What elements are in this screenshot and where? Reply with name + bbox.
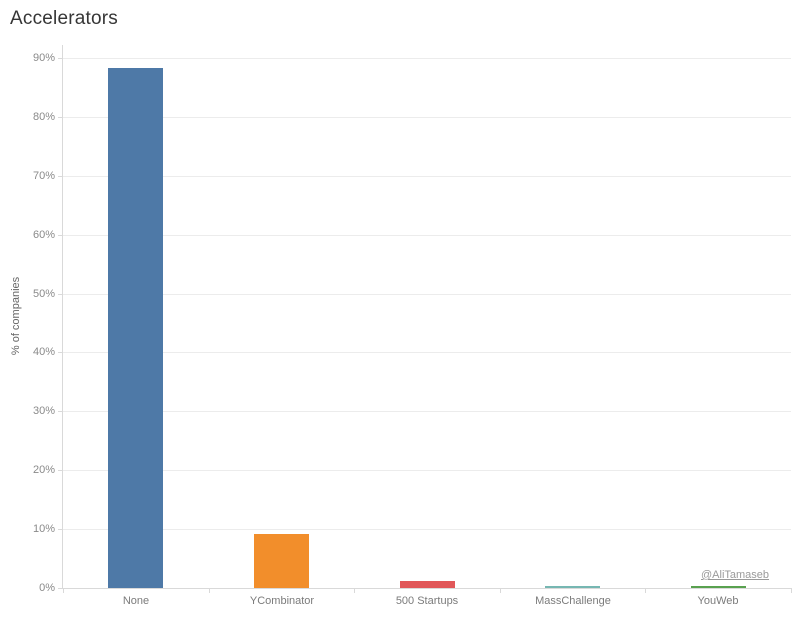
gridline [63, 235, 791, 236]
bar-ycombinator[interactable] [254, 534, 309, 588]
gridline [63, 352, 791, 353]
x-tick-label: YouWeb [697, 595, 739, 607]
gridline [63, 294, 791, 295]
bar-youweb[interactable] [691, 586, 746, 588]
bar-masschallenge[interactable] [545, 586, 600, 588]
x-tick-mark [791, 588, 792, 593]
y-tick-label: 90% [32, 52, 55, 64]
y-tick-label: 70% [32, 170, 55, 182]
y-tick-label: 80% [32, 111, 55, 123]
x-tick-label: MassChallenge [535, 595, 611, 607]
x-tick-mark [500, 588, 501, 593]
x-tick-label: 500 Startups [395, 595, 459, 607]
y-tick-mark [58, 294, 63, 295]
gridline [63, 176, 791, 177]
x-tick-mark [645, 588, 646, 593]
y-tick-mark [58, 58, 63, 59]
gridline [63, 470, 791, 471]
y-tick-label: 30% [32, 405, 55, 417]
gridline [63, 411, 791, 412]
y-tick-mark [58, 470, 63, 471]
bar-none[interactable] [108, 68, 163, 588]
plot-area: 0% 10% 20% 30% 40% 50% 60% 70% 80% 90% None YCombin… [33, 45, 792, 607]
x-tick-mark [354, 588, 355, 593]
x-tick-label: YCombinator [249, 595, 315, 607]
y-tick-label: 50% [32, 288, 55, 300]
y-tick-mark [58, 235, 63, 236]
watermark-credit: @AliTamaseb [701, 569, 770, 581]
y-tick-label: 20% [32, 464, 55, 476]
gridline [63, 529, 791, 530]
x-tick-label: None [122, 595, 150, 607]
x-tick-mark [63, 588, 64, 593]
y-tick-mark [58, 529, 63, 530]
x-tick-mark [209, 588, 210, 593]
chart-title: Accelerators [10, 8, 118, 29]
y-tick-label: 0% [39, 582, 55, 594]
y-tick-mark [58, 176, 63, 177]
gridline [63, 58, 791, 59]
y-tick-mark [58, 352, 63, 353]
gridline [63, 117, 791, 118]
y-tick-label: 40% [32, 346, 55, 358]
bar-500-startups[interactable] [400, 581, 455, 588]
y-tick-label: 10% [32, 523, 55, 535]
y-tick-mark [58, 588, 63, 589]
y-tick-mark [58, 117, 63, 118]
y-tick-mark [58, 411, 63, 412]
y-tick-label: 60% [32, 229, 55, 241]
